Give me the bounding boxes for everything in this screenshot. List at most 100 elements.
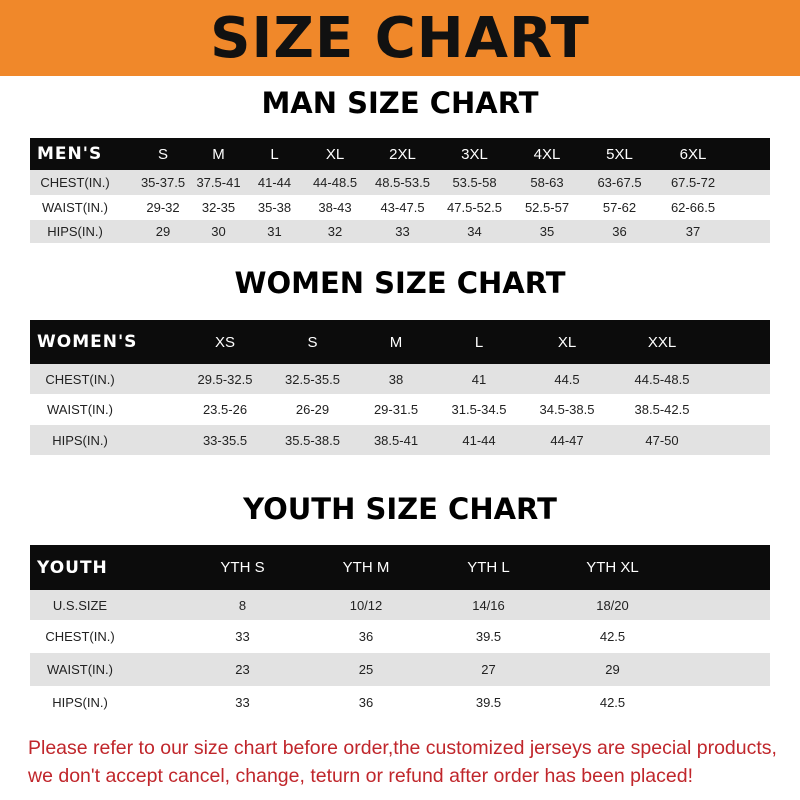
measurement-cell: 23.5-26 [202,402,248,417]
measurement-cell: 35-38 [257,200,292,215]
size-header: YTH M [342,559,390,576]
measurement-cell: 41-44 [462,432,496,448]
measurement-cell: 42.5 [599,629,626,644]
youth-chart-title: YOUTH SIZE CHART [243,492,557,526]
table-row: HIPS(IN.) 29 30 31 32 33 34 35 36 37 [30,220,770,243]
table-label: WOMEN'S [37,332,138,352]
table-row: CHEST(IN.) 33 36 39.5 42.5 [30,620,770,653]
table-row: WAIST(IN.) 29-32 32-35 35-38 38-43 43-47.5 47.… [30,195,770,220]
measurement-cell: 25 [358,662,374,677]
measurement-cell: 35-37.5 [140,175,186,190]
measurement-cell: 35.5-38.5 [285,432,340,448]
row-label: CHEST(IN.) [40,175,110,190]
measurement-cell: 33 [235,629,250,644]
measurement-cell: 36 [612,224,627,239]
measurement-cell: 63-67.5 [597,175,642,190]
measurement-cell: 44.5-48.5 [634,371,690,387]
measurement-cell: 38.5-42.5 [634,402,690,417]
measurement-cell: 14/16 [472,597,505,613]
row-label: U.S.SIZE [52,597,108,613]
measurement-cell: 34 [467,224,482,239]
table-row: U.S.SIZE 8 10/12 14/16 18/20 [30,590,770,620]
measurement-cell: 33-35.5 [202,432,248,448]
size-header: 5XL [606,145,633,163]
measurement-cell: 38-43 [318,200,352,215]
measurement-cell: 37 [685,224,701,239]
measurement-cell: 33 [235,694,250,710]
row-label: CHEST(IN.) [45,629,115,644]
measurement-cell: 58-63 [530,175,564,190]
measurement-cell: 10/12 [349,597,383,613]
size-header: 2XL [389,145,416,163]
table-row: HIPS(IN.) 33-35.5 35.5-38.5 38.5-41 41-44 44-… [30,425,770,455]
measurement-cell: 53.5-58 [452,175,497,190]
measurement-cell: 52.5-57 [524,200,570,215]
measurement-cell: 57-62 [602,200,637,215]
row-label: CHEST(IN.) [45,371,115,387]
order-notice: Please refer to our size chart before or… [28,734,788,790]
measurement-cell: 31.5-34.5 [451,402,507,417]
measurement-cell: 42.5 [599,694,626,710]
size-chart-banner: SIZE CHART [0,0,800,76]
measurement-cell: 29-31.5 [373,402,419,417]
measurement-cell: 23 [235,662,250,677]
measurement-cell: 44.5 [554,371,580,387]
measurement-cell: 38 [388,371,404,387]
row-label: WAIST(IN.) [47,662,113,677]
row-label: WAIST(IN.) [47,402,113,417]
measurement-cell: 33 [395,224,410,239]
measurement-cell: 29-32 [146,200,180,215]
size-header: L [474,333,484,351]
measurement-cell: 30 [211,224,226,239]
measurement-cell: 27 [481,662,496,677]
table-row: WAIST(IN.) 23 25 27 29 [30,653,770,686]
table-row: WAIST(IN.) 23.5-26 26-29 29-31.5 31.5-34.5 34… [30,394,770,425]
youth-header-row: YOUTH YTH S YTH M YTH L YTH XL [30,545,770,590]
measurement-cell: 36 [358,694,374,710]
table-label: MEN'S [37,144,103,164]
measurement-cell: 32 [327,224,343,239]
measurement-cell: 32-35 [201,200,236,215]
measurement-cell: 43-47.5 [380,200,425,215]
measurement-cell: 29 [155,224,171,239]
women-chart-title: WOMEN SIZE CHART [234,266,566,300]
table-label: YOUTH [37,557,108,578]
measurement-cell: 35 [539,224,555,239]
measurement-cell: 41-44 [257,175,292,190]
size-header: YTH S [220,559,265,576]
size-header: YTH L [467,559,510,576]
measurement-cell: 29.5-32.5 [197,371,253,387]
size-header: YTH XL [586,559,639,576]
row-label: HIPS(IN.) [47,224,103,239]
size-header: L [270,145,279,163]
order-notice-line-1: Please refer to our size chart before or… [28,737,777,759]
measurement-cell: 31 [267,224,282,239]
measurement-cell: 36 [358,629,374,644]
size-header: S [307,333,318,351]
measurement-cell: 48.5-53.5 [375,175,430,190]
measurement-cell: 44-47 [550,432,584,448]
size-header: 4XL [533,145,561,163]
measurement-cell: 37.5-41 [196,175,241,190]
banner-title: SIZE CHART [210,5,590,71]
row-label: HIPS(IN.) [52,694,108,710]
size-header: 6XL [679,145,707,163]
measurement-cell: 26-29 [295,402,330,417]
table-row: HIPS(IN.) 33 36 39.5 42.5 [30,686,770,718]
measurement-cell: 47.5-52.5 [447,200,502,215]
table-row: CHEST(IN.) 29.5-32.5 32.5-35.5 38 41 44.5 44.5… [30,364,770,394]
measurement-cell: 62-66.5 [670,200,716,215]
row-label: HIPS(IN.) [52,432,108,448]
men-header-row: MEN'S S M L XL 2XL 3XL 4XL 5XL 6XL [30,138,770,170]
measurement-cell: 41 [471,371,487,387]
women-size-table: WOMEN'S XS S M L XL XXL CHEST(IN.) 29.5-32.5 32.5… [30,320,770,455]
measurement-cell: 32.5-35.5 [285,371,340,387]
men-chart-title: MAN SIZE CHART [261,86,539,120]
size-header: XXL [647,333,677,351]
order-notice-line-2: we don't accept cancel, change, teturn o… [28,765,693,787]
size-header: XS [214,333,235,351]
size-header: M [212,145,225,163]
size-header: XL [325,145,345,163]
measurement-cell: 39.5 [475,694,502,710]
measurement-cell: 38.5-41 [373,432,419,448]
